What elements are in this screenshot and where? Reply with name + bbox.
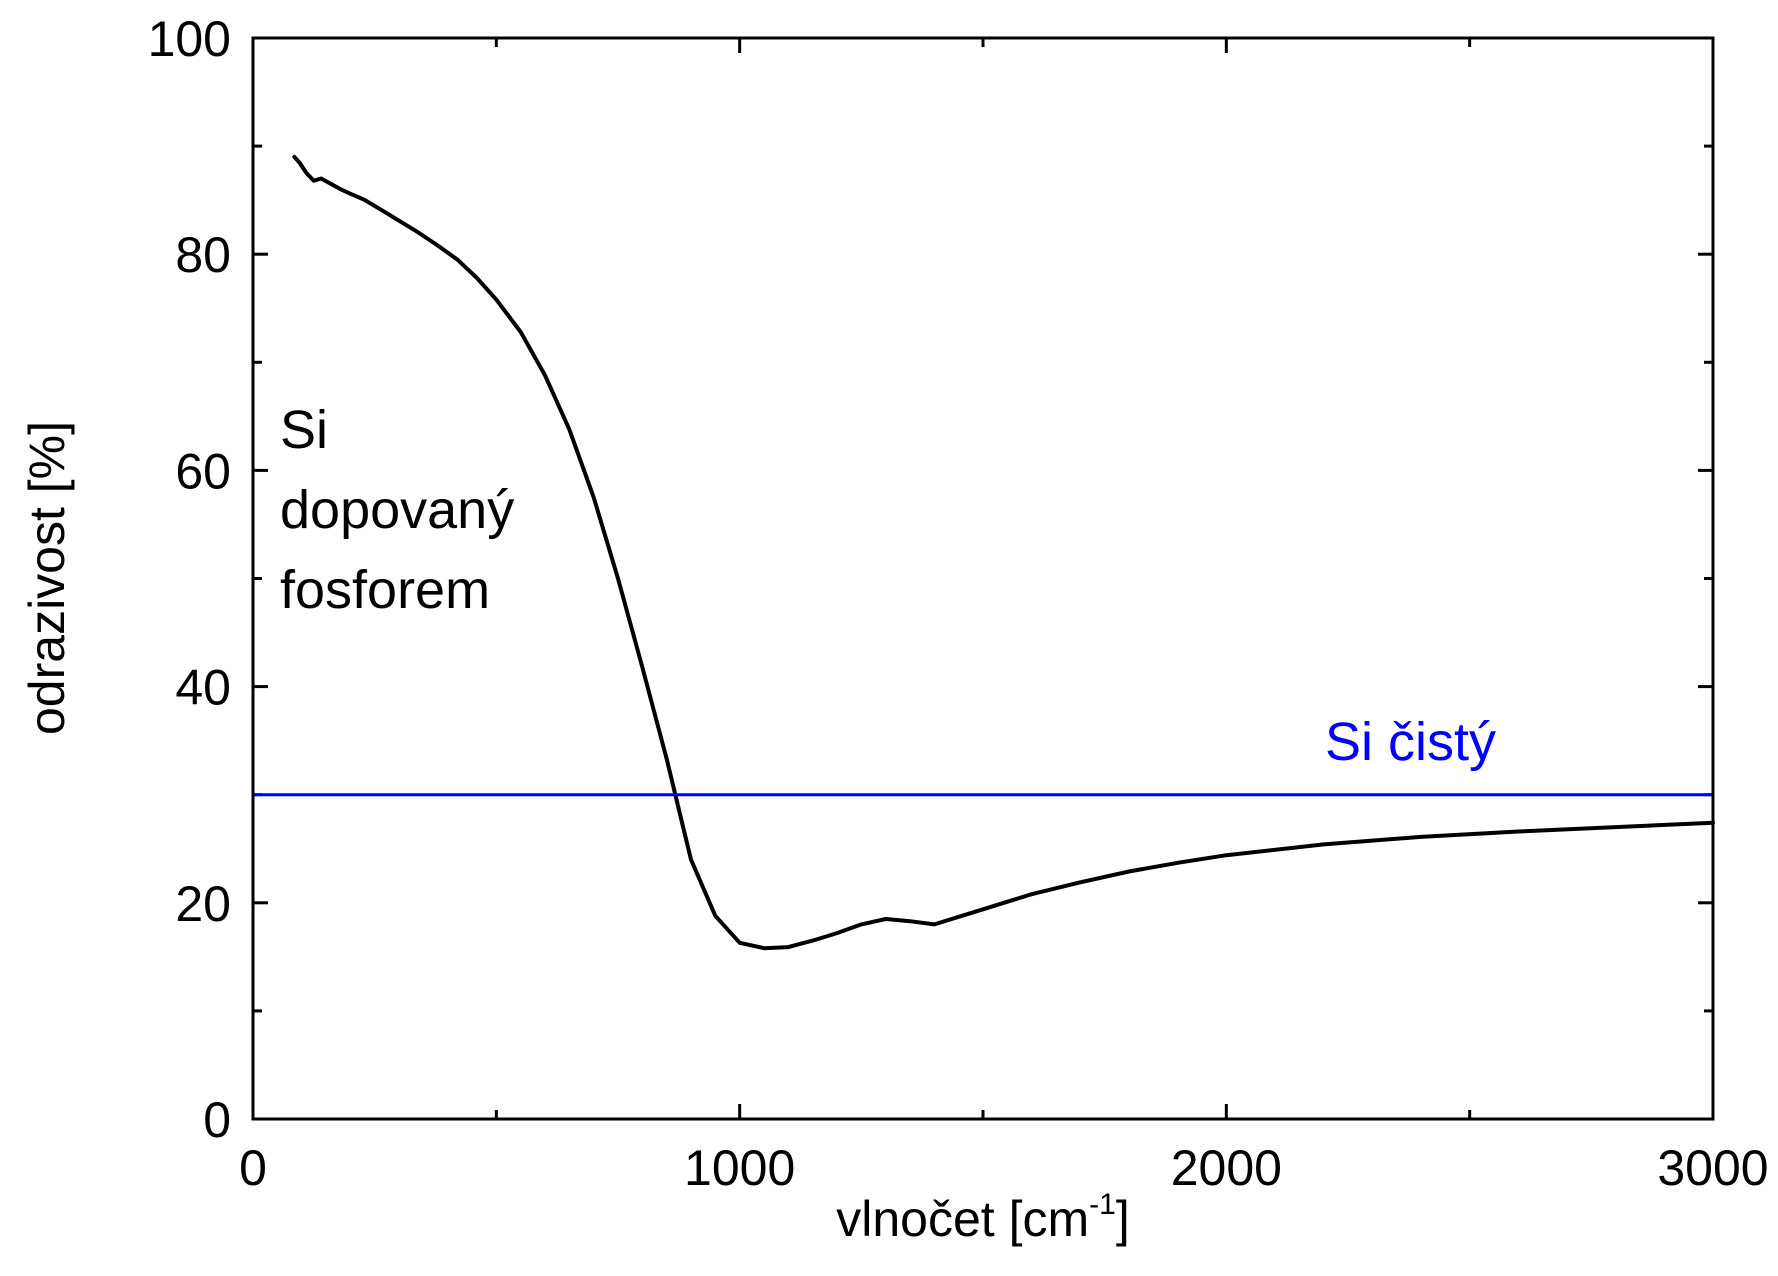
x-tick-label: 3000 xyxy=(1657,1140,1768,1196)
doped-label-line-1: Si xyxy=(280,400,328,460)
pure-si-series-label: Si čistý xyxy=(1325,712,1496,772)
x-axis-title: vlnočet [cm-1] xyxy=(836,1188,1129,1247)
series-layer xyxy=(251,154,1715,951)
y-tick-label: 20 xyxy=(175,876,231,932)
plot-frame xyxy=(251,36,1715,1121)
doped-series-label: Si dopovaný fosforem xyxy=(280,400,529,620)
x-tick-labels: 0 1000 2000 3000 xyxy=(239,1140,1769,1196)
y-tick-label: 0 xyxy=(203,1092,231,1148)
x-axis-title-close: ] xyxy=(1116,1191,1130,1247)
x-tick-label: 2000 xyxy=(1171,1140,1282,1196)
y-axis-title: odrazivost [%] xyxy=(19,421,75,735)
x-tick-label: 0 xyxy=(239,1140,267,1196)
x-axis-title-superscript: -1 xyxy=(1089,1188,1116,1221)
y-tick-labels: 0 20 40 60 80 100 xyxy=(148,11,231,1148)
y-tick-label: 100 xyxy=(148,11,231,67)
doped-label-line-3: fosforem xyxy=(280,560,490,620)
x-axis-title-main: vlnočet [cm xyxy=(836,1191,1089,1247)
doped-si-reflectivity-line xyxy=(292,154,1715,951)
y-tick-label: 80 xyxy=(175,227,231,283)
doped-label-line-2: dopovaný xyxy=(280,480,514,540)
y-tick-label: 60 xyxy=(175,443,231,499)
y-tick-label: 40 xyxy=(175,660,231,716)
x-tick-label: 1000 xyxy=(684,1140,795,1196)
